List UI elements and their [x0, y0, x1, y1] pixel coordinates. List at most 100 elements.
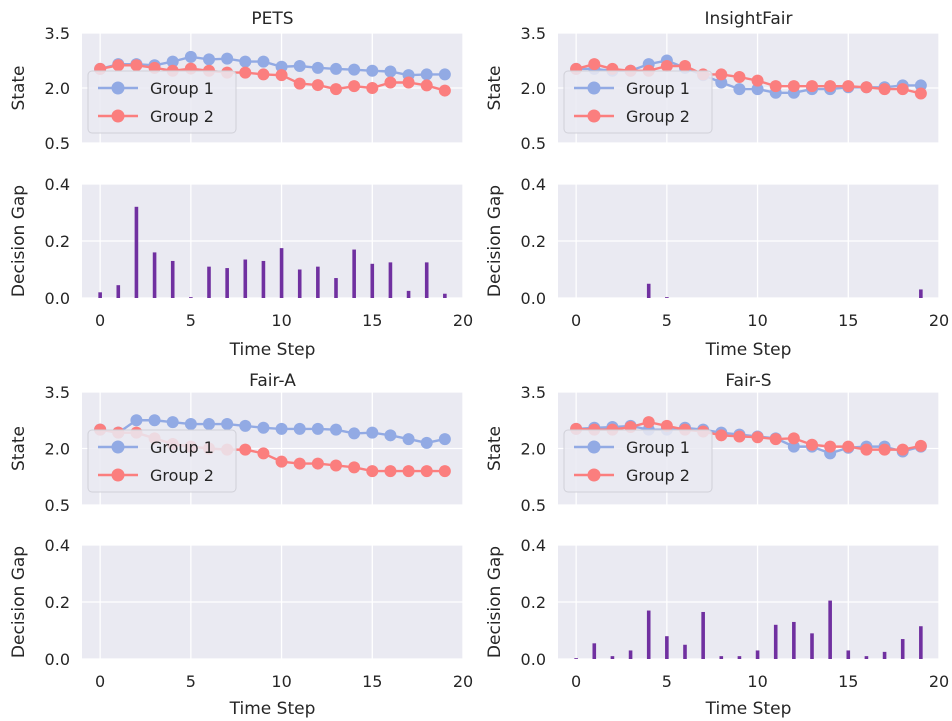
series-point-group-2	[112, 59, 125, 72]
subplot-title: Fair-A	[249, 371, 296, 391]
legend-box	[563, 429, 713, 493]
series-point-group-2	[824, 80, 837, 93]
gap-bar	[683, 644, 687, 659]
series-point-group-2	[275, 455, 288, 468]
series-point-group-1	[330, 423, 342, 436]
legend-label: Group 2	[150, 107, 214, 126]
series-point-group-2	[293, 457, 306, 470]
series-point-group-1	[184, 418, 197, 431]
series-point-group-2	[275, 69, 288, 82]
series-point-group-2	[733, 430, 746, 443]
series-point-group-2	[239, 443, 252, 456]
gap-bar	[152, 252, 157, 298]
gap-bar	[919, 289, 923, 298]
legend-label: Group 2	[626, 466, 690, 485]
gap-ylabel: Decision Gap	[485, 546, 505, 658]
series-point-group-2	[842, 440, 855, 453]
series-point-group-2	[679, 60, 691, 72]
gap-bar	[646, 610, 651, 659]
legend-marker	[587, 468, 601, 482]
series-point-group-2	[642, 416, 655, 429]
series-point-group-2	[660, 419, 673, 432]
gap-ylabel: Decision Gap	[9, 185, 29, 297]
series-point-group-1	[257, 421, 270, 434]
gap-bar	[646, 283, 651, 298]
gap-ytick-label: 0.2	[521, 232, 546, 251]
series-point-group-1	[366, 426, 379, 439]
gap-xtick-label: 15	[838, 311, 858, 330]
state-ytick-label: 0.5	[521, 134, 546, 153]
gap-xlabel: Time Step	[229, 699, 316, 719]
series-point-group-2	[311, 79, 324, 92]
series-point-group-1	[348, 427, 361, 440]
series-point-group-1	[275, 422, 288, 435]
gap-bar	[900, 639, 905, 659]
gap-bar	[701, 611, 705, 659]
series-point-group-1	[733, 83, 746, 96]
gap-xtick-label: 0	[95, 311, 105, 330]
series-point-group-2	[348, 461, 361, 474]
series-point-group-1	[751, 83, 764, 96]
gap-bar	[189, 297, 193, 298]
series-point-group-1	[438, 68, 451, 81]
subplot-pets: PETS 0.5 2.0 3.5 State Group 1 Group 2 0.0 0.2 0.…	[9, 9, 473, 360]
state-ytick-label: 3.5	[521, 383, 546, 402]
gap-bar	[316, 266, 320, 298]
series-point-group-1	[184, 50, 197, 63]
legend-label: Group 2	[150, 466, 214, 485]
gap-xtick-label: 20	[929, 672, 949, 691]
gap-bar	[134, 206, 139, 298]
series-point-group-2	[311, 457, 324, 470]
state-ytick-label: 0.5	[45, 134, 70, 153]
series-point-group-2	[330, 83, 342, 96]
gap-bar	[719, 656, 724, 659]
series-point-group-2	[860, 81, 873, 94]
series-point-group-2	[330, 459, 342, 472]
series-point-group-1	[275, 60, 288, 73]
series-point-group-2	[660, 60, 673, 72]
gap-bar	[424, 262, 429, 298]
state-ytick-label: 2.0	[45, 79, 70, 98]
gap-bar	[170, 260, 175, 298]
legend-label: Group 1	[150, 438, 214, 457]
gap-bar	[882, 651, 887, 659]
gap-xtick-label: 0	[95, 672, 105, 691]
state-ytick-label: 0.5	[521, 496, 546, 515]
gap-xtick-label: 10	[747, 311, 767, 330]
subplot-title: PETS	[251, 9, 293, 29]
series-point-group-2	[751, 431, 764, 444]
gap-xlabel: Time Step	[705, 699, 792, 719]
series-point-group-1	[420, 436, 433, 449]
gap-ytick-label: 0.4	[45, 536, 70, 555]
series-point-group-1	[438, 433, 451, 446]
series-point-group-2	[769, 80, 782, 93]
gap-xtick-label: 15	[362, 672, 382, 691]
series-point-group-1	[787, 440, 800, 453]
series-point-group-2	[806, 438, 818, 451]
gap-bar	[828, 600, 832, 659]
gap-xtick-label: 5	[662, 311, 672, 330]
series-point-group-1	[311, 422, 324, 435]
gap-ytick-label: 0.2	[45, 232, 70, 251]
legend-label: Group 1	[626, 79, 690, 98]
gap-bar	[352, 249, 356, 298]
series-point-group-2	[438, 84, 451, 97]
series-point-group-2	[860, 443, 873, 456]
gap-ytick-label: 0.2	[521, 593, 546, 612]
gap-xtick-label: 10	[747, 672, 767, 691]
state-ylabel: State	[9, 66, 29, 111]
gap-bar	[225, 268, 229, 298]
gap-ytick-label: 0.0	[521, 289, 546, 308]
gap-ytick-label: 0.4	[521, 536, 546, 555]
gap-bar	[406, 290, 411, 298]
series-point-group-2	[842, 80, 855, 93]
state-ytick-label: 3.5	[45, 24, 70, 43]
state-ytick-label: 2.0	[521, 440, 546, 459]
state-ylabel: State	[9, 426, 29, 471]
legend: Group 1 Group 2	[563, 70, 713, 134]
series-point-group-2	[239, 66, 252, 79]
gap-bar	[261, 260, 266, 298]
gap-bar	[207, 266, 211, 298]
gap-bar	[792, 621, 796, 659]
